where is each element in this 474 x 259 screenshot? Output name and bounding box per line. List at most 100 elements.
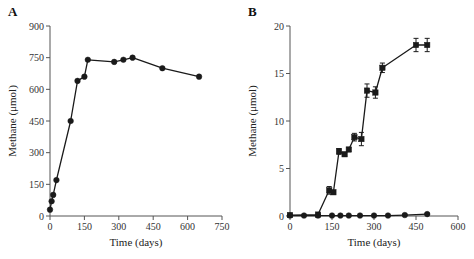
x-tick (84, 216, 85, 220)
point-square (287, 212, 292, 217)
point-circle (301, 213, 307, 219)
point-square (373, 90, 378, 95)
point-circle (49, 198, 55, 204)
panel-label: A (8, 4, 18, 19)
error-bar (359, 132, 364, 145)
x-tick-label: 300 (367, 221, 382, 232)
x-tick (416, 216, 417, 220)
series-line (50, 58, 199, 210)
y-tick (286, 121, 290, 122)
y-tick-label: 20 (274, 21, 284, 32)
point-circle (47, 207, 53, 213)
chart-svg: 01503004506007500150300450600750900Time … (0, 0, 474, 259)
y-tick (46, 89, 50, 90)
x-tick-label: 0 (48, 221, 53, 232)
x-tick (50, 216, 51, 220)
y-tick-label: 0 (39, 211, 44, 222)
error-bar (425, 38, 430, 51)
point-square (364, 88, 369, 93)
x-tick (118, 216, 119, 220)
error-bar (342, 152, 347, 156)
y-tick-label: 5 (279, 163, 284, 174)
x-tick-label: 300 (111, 221, 126, 232)
y-tick (286, 168, 290, 169)
y-tick-label: 0 (279, 211, 284, 222)
y-tick-label: 10 (274, 116, 284, 127)
y-tick (46, 57, 50, 58)
point-circle (196, 74, 202, 80)
background (0, 0, 474, 259)
y-tick-label: 450 (29, 116, 44, 127)
y-tick (46, 216, 50, 217)
y-tick (286, 73, 290, 74)
x-tick (187, 216, 188, 220)
point-circle (346, 213, 352, 219)
x-tick-label: 150 (77, 221, 92, 232)
y-tick-label: 15 (274, 68, 284, 79)
y-tick-label: 600 (29, 84, 44, 95)
point-circle (315, 213, 321, 219)
point-circle (287, 213, 293, 219)
x-tick-label: 600 (180, 221, 195, 232)
point-circle (160, 65, 166, 71)
point-circle (82, 74, 88, 80)
y-tick (46, 26, 50, 27)
y-tick-label: 900 (29, 21, 44, 32)
series-line (290, 45, 427, 215)
point-circle (54, 177, 60, 183)
error-bar (346, 148, 351, 152)
y-tick-label: 300 (29, 147, 44, 158)
error-bar (337, 149, 342, 155)
point-circle (385, 213, 391, 219)
y-axis-label: Methane (μmol) (246, 85, 259, 157)
x-tick (222, 216, 223, 220)
point-circle (424, 211, 430, 217)
point-circle (371, 213, 377, 219)
point-circle (85, 57, 91, 63)
x-tick-label: 450 (409, 221, 424, 232)
error-bar (352, 133, 357, 141)
x-tick-label: 750 (215, 221, 230, 232)
y-tick (46, 152, 50, 153)
point-circle (121, 57, 127, 63)
y-tick (286, 26, 290, 27)
y-axis-label: Methane (μmol) (6, 85, 19, 157)
point-circle (130, 55, 136, 61)
point-circle (68, 118, 74, 124)
y-tick-label: 750 (29, 52, 44, 63)
data-area (287, 38, 430, 218)
y-tick (46, 184, 50, 185)
x-tick (153, 216, 154, 220)
error-bar (331, 190, 336, 194)
series (287, 38, 430, 217)
error-bar (373, 87, 378, 98)
x-axis-label: Time (days) (347, 236, 400, 249)
chart-container: 01503004506007500150300450600750900Time … (0, 0, 474, 259)
x-tick-label: 150 (325, 221, 340, 232)
point-circle (329, 213, 335, 219)
point-circle (338, 213, 344, 219)
x-tick-label: 0 (288, 221, 293, 232)
error-bar (380, 63, 385, 73)
panel: 0 150 300 450 600 0 5 10 15 20 Time (days) Methane … (246, 4, 466, 249)
point-circle (75, 78, 81, 84)
panel: 0 150 300 450 600 750 0 150 300 450 600 750 900 Time … (6, 4, 230, 249)
data-area (47, 55, 202, 213)
x-axis-label: Time (days) (109, 236, 162, 249)
point-square (346, 147, 351, 152)
point-circle (402, 212, 408, 218)
y-tick-label: 150 (29, 179, 44, 190)
point-square (352, 134, 357, 139)
point-square (315, 212, 320, 217)
x-tick-label: 600 (451, 221, 466, 232)
x-tick-label: 450 (146, 221, 161, 232)
error-bar (365, 84, 370, 97)
point-circle (357, 213, 363, 219)
point-circle (50, 192, 56, 198)
error-bar (414, 38, 419, 51)
series (47, 55, 202, 213)
point-square (336, 149, 341, 154)
point-square (331, 190, 336, 195)
point-square (380, 65, 385, 70)
x-tick (458, 216, 459, 220)
